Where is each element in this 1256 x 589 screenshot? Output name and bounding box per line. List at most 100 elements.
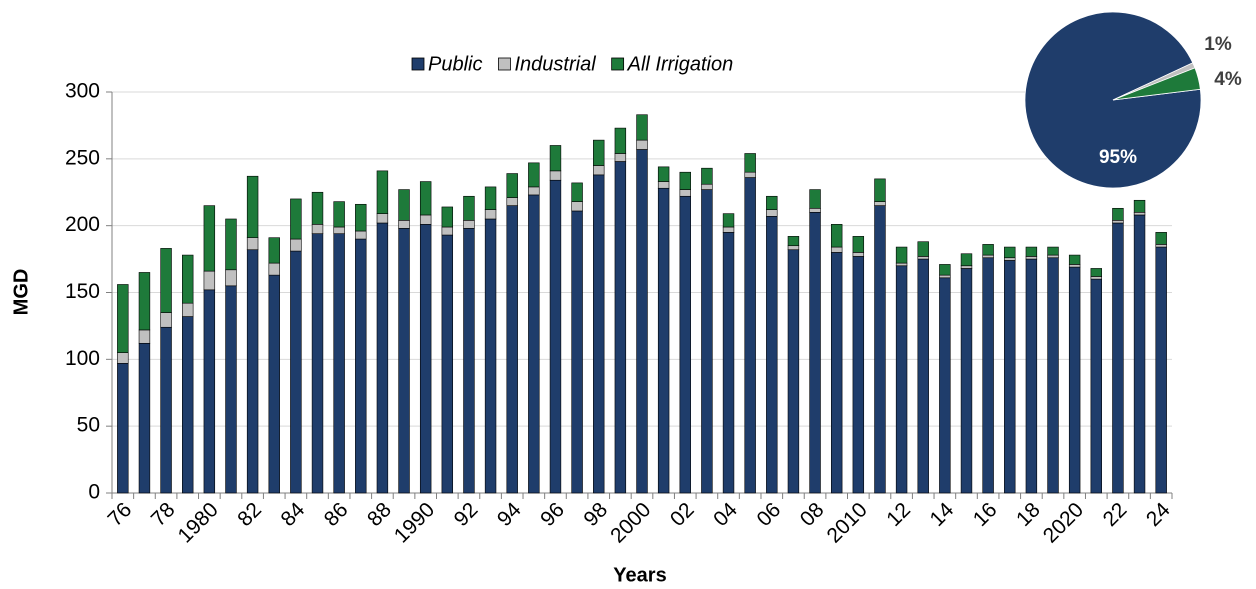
bar-segment xyxy=(290,238,302,252)
bar-segment xyxy=(1133,212,1146,216)
y-tick-label: 50 xyxy=(77,414,100,437)
bar-segment xyxy=(484,209,497,220)
x-tick-label: 1980 xyxy=(174,498,223,547)
bar-segment xyxy=(1155,244,1167,248)
bar-segment xyxy=(182,316,194,494)
x-tick-label: 96 xyxy=(536,498,569,531)
bar-segment xyxy=(1112,207,1124,221)
bar-segment xyxy=(636,139,648,150)
bar-segment xyxy=(917,256,929,260)
bar-segment xyxy=(982,254,994,259)
bar-segment xyxy=(701,183,713,190)
bar-segment xyxy=(1068,254,1081,265)
bar-segment xyxy=(225,269,237,287)
pie-label: 4% xyxy=(1214,69,1242,90)
bar-segment xyxy=(1133,214,1146,494)
bar-segment xyxy=(939,277,951,494)
bar-segment xyxy=(1004,246,1016,259)
bar-segment xyxy=(809,189,821,209)
bar-segment xyxy=(138,329,151,344)
x-tick-label: 78 xyxy=(147,498,180,531)
bar-segment xyxy=(917,258,929,494)
bar-segment xyxy=(441,234,454,494)
legend-label: Public xyxy=(428,53,482,75)
bar-segment xyxy=(463,195,475,221)
bar-segment xyxy=(203,205,216,272)
bar-segment xyxy=(874,178,886,202)
bar-segment xyxy=(657,166,670,182)
x-tick-label: 92 xyxy=(450,498,483,531)
bar-segment xyxy=(182,302,194,317)
x-tick-label: 18 xyxy=(1012,498,1045,531)
x-tick-label: 08 xyxy=(796,498,829,531)
bar-segment xyxy=(441,206,454,228)
bar-segment xyxy=(960,265,973,269)
bar-segment xyxy=(614,153,627,162)
bar-segment xyxy=(528,186,540,196)
bar-segment xyxy=(809,212,821,494)
bar-segment xyxy=(766,216,778,494)
x-tick-label: 02 xyxy=(666,498,699,531)
y-tick-label: 100 xyxy=(65,347,100,370)
bar-segment xyxy=(960,268,973,494)
bar-segment xyxy=(203,289,216,494)
x-axis-title: Years xyxy=(613,564,666,586)
bar-segment xyxy=(1090,268,1102,277)
y-tick-label: 250 xyxy=(65,146,100,169)
bar-segment xyxy=(1090,276,1102,280)
bar-segment xyxy=(268,262,280,276)
bar-segment xyxy=(679,171,691,190)
bar-segment xyxy=(311,233,324,494)
bar-segment xyxy=(117,352,129,364)
bar-segment xyxy=(376,170,389,214)
y-tick-label: 0 xyxy=(88,481,100,504)
bar-segment xyxy=(744,153,756,173)
bar-segment xyxy=(506,173,518,198)
bar-segment xyxy=(1025,258,1038,494)
bar-segment xyxy=(744,177,756,494)
bar-segment xyxy=(571,201,583,212)
bar-segment xyxy=(398,189,410,221)
bar-segment xyxy=(636,114,648,141)
bar-segment xyxy=(290,250,302,494)
bar-segment xyxy=(614,161,627,494)
bar-segment xyxy=(290,198,302,240)
bar-segment xyxy=(830,252,843,494)
bar-segment xyxy=(333,226,345,234)
bar-segment xyxy=(1133,199,1146,213)
bar-segment xyxy=(701,167,713,185)
bar-segment xyxy=(679,189,691,197)
bar-segment xyxy=(419,224,432,494)
bar-segment xyxy=(593,139,605,166)
bar-segment xyxy=(1112,222,1124,494)
bar-segment xyxy=(1068,264,1081,268)
bar-segment xyxy=(1025,246,1038,257)
bar-segment xyxy=(138,272,151,331)
bar-segment xyxy=(355,238,367,494)
bar-segment xyxy=(593,165,605,176)
pie-label: 95% xyxy=(1099,147,1137,168)
bar-segment xyxy=(636,149,648,494)
bar-segment xyxy=(333,201,345,228)
bar-segment xyxy=(701,189,713,494)
bar-segment xyxy=(657,187,670,494)
bar-segment xyxy=(1155,232,1167,245)
bar-segment xyxy=(1090,278,1102,494)
x-tick-label: 16 xyxy=(969,498,1002,531)
x-tick-label: 76 xyxy=(103,498,136,531)
bar-segment xyxy=(874,201,886,206)
bar-segment xyxy=(484,186,497,210)
bar-segment xyxy=(549,179,562,494)
bar-segment xyxy=(722,226,735,233)
bar-segment xyxy=(1025,256,1038,260)
bar-segment xyxy=(268,274,280,494)
bar-segment xyxy=(246,249,259,494)
bar-segment xyxy=(463,228,475,494)
x-tick-label: 12 xyxy=(882,498,915,531)
bar-segment xyxy=(506,197,518,206)
bar-segment xyxy=(830,224,843,248)
bar-segment xyxy=(787,249,800,494)
bar-segment xyxy=(117,284,129,353)
x-tick-label: 2020 xyxy=(1039,498,1088,547)
